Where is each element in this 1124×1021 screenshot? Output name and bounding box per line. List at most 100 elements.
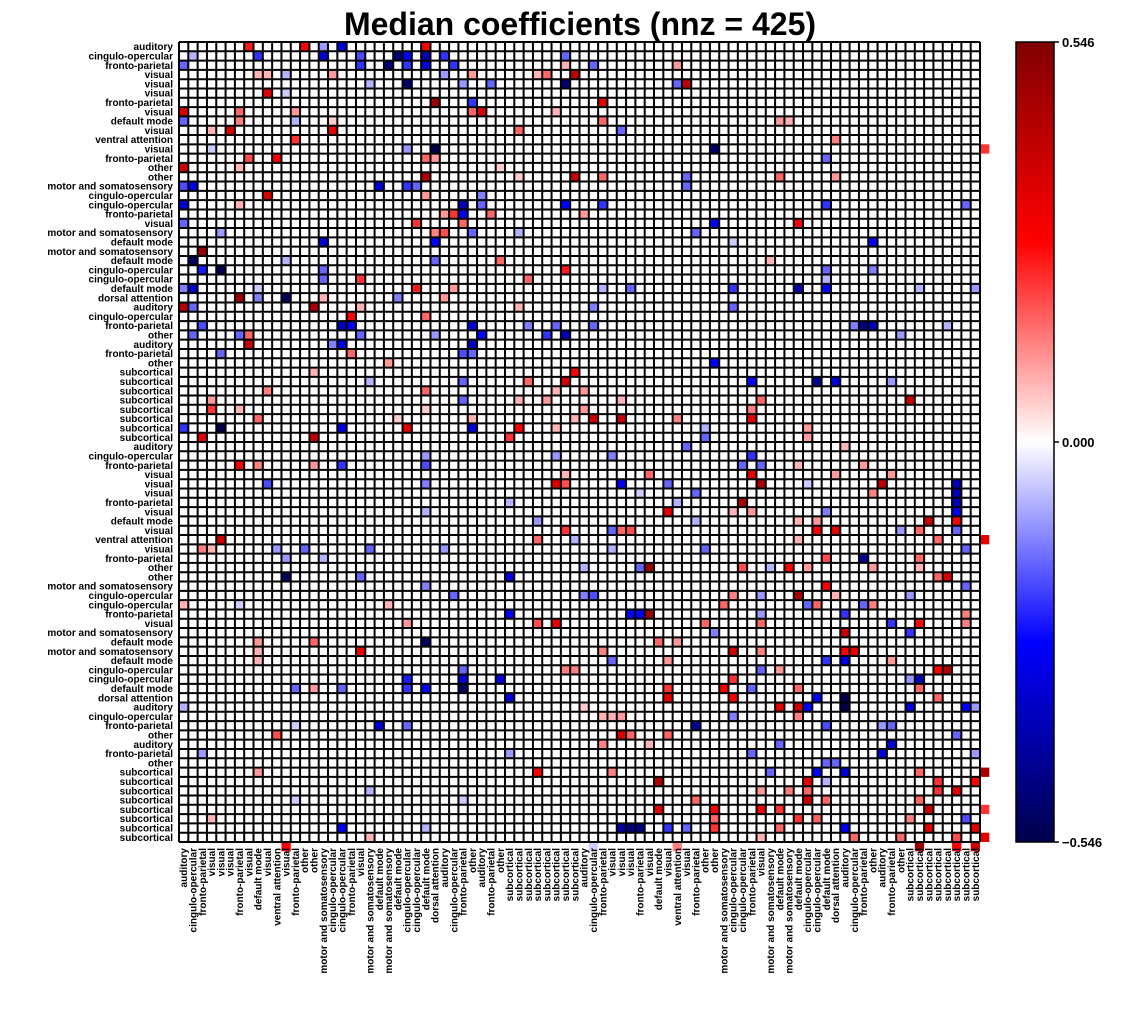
heatmap-cell	[784, 562, 794, 573]
heatmap-cell	[719, 600, 729, 610]
heatmap-cell	[486, 79, 496, 89]
heatmap-cell	[383, 358, 394, 368]
heatmap-cell	[626, 283, 636, 294]
heatmap-cell	[439, 544, 450, 554]
heatmap-cell	[868, 600, 878, 610]
row-label: auditory	[134, 42, 174, 53]
heatmap-cell	[206, 144, 217, 154]
heatmap-cell	[477, 200, 487, 210]
heatmap-cell	[290, 721, 301, 731]
heatmap-cell	[980, 767, 990, 777]
heatmap-cell	[616, 525, 627, 536]
row-label: cingulo-opercular	[89, 451, 174, 462]
heatmap-cell	[458, 665, 468, 675]
heatmap-cell	[402, 674, 412, 684]
heatmap-cell	[197, 265, 207, 275]
heatmap-cell	[821, 758, 831, 768]
heatmap-cell	[495, 255, 505, 266]
heatmap-cell	[616, 479, 627, 489]
heatmap-cell	[179, 302, 189, 312]
heatmap-cell	[663, 823, 673, 833]
heatmap-cell	[756, 590, 766, 601]
heatmap-cell	[933, 665, 943, 675]
heatmap-cell	[281, 572, 291, 582]
column-label: visual	[617, 848, 628, 877]
heatmap-cell	[821, 507, 831, 517]
heatmap-cell	[467, 339, 478, 349]
heatmap-cell	[933, 572, 943, 582]
heatmap-cell	[672, 637, 682, 647]
heatmap-cell	[337, 321, 347, 331]
heatmap-cell	[756, 804, 766, 815]
heatmap-cell	[514, 395, 524, 405]
heatmap-cell	[896, 330, 906, 340]
heatmap-cell	[514, 302, 524, 312]
row-label: cingulo-opercular	[89, 712, 174, 723]
heatmap-cell	[644, 739, 655, 749]
column-label: auditory	[179, 848, 190, 888]
heatmap-cell	[914, 618, 925, 629]
heatmap-cell	[793, 516, 804, 526]
heatmap-cell	[709, 804, 720, 815]
heatmap-cell	[728, 507, 738, 517]
row-label: visual	[145, 526, 174, 537]
heatmap-cell	[635, 823, 645, 833]
row-label: visual	[145, 507, 174, 518]
row-label: visual	[145, 79, 174, 90]
heatmap-cell	[318, 265, 329, 275]
heatmap-cell	[803, 423, 813, 433]
column-label: cingulo-opercular	[813, 848, 824, 933]
heatmap-cell	[588, 60, 599, 70]
heatmap-cell	[337, 423, 347, 433]
heatmap-cell	[812, 600, 822, 610]
column-label: fronto-parietal	[291, 848, 302, 916]
heatmap-cell	[905, 702, 915, 712]
heatmap-cell	[607, 767, 617, 777]
heatmap-cell	[830, 590, 841, 601]
heatmap-cell	[812, 525, 822, 536]
heatmap-cell	[449, 60, 459, 70]
heatmap-cell	[365, 786, 375, 796]
heatmap-cell	[253, 293, 263, 303]
row-label: cingulo-opercular	[89, 600, 174, 611]
column-label: motor and somatosensory	[319, 848, 330, 974]
heatmap-cell	[504, 572, 515, 582]
heatmap-cell	[439, 209, 450, 219]
row-label: cingulo-opercular	[89, 591, 174, 602]
column-label: cingulo-opercular	[729, 848, 740, 933]
heatmap-cell	[756, 395, 766, 405]
heatmap-cell	[355, 60, 366, 70]
row-label: fronto-parietal	[105, 154, 173, 165]
heatmap-cell	[737, 497, 748, 508]
row-label: other	[148, 331, 173, 342]
heatmap-cell	[365, 79, 375, 89]
heatmap-cell	[952, 488, 962, 498]
heatmap-cell	[216, 265, 226, 275]
column-label: auditory	[580, 848, 591, 888]
heatmap-cell	[952, 497, 962, 508]
heatmap-cell	[244, 42, 254, 52]
heatmap-cell	[616, 414, 627, 424]
heatmap-cell	[672, 842, 682, 852]
heatmap-cell	[560, 525, 571, 536]
heatmap-cell	[402, 79, 412, 89]
heatmap-cell	[933, 693, 943, 703]
heatmap-cell	[253, 637, 263, 647]
heatmap-cell	[253, 414, 263, 424]
heatmap-cell	[924, 516, 934, 526]
heatmap-cell	[644, 562, 655, 573]
heatmap-cell	[514, 423, 524, 433]
heatmap-cell	[672, 79, 682, 89]
heatmap-cell	[337, 42, 347, 52]
heatmap-cell	[179, 702, 189, 712]
heatmap-cell	[980, 832, 990, 842]
heatmap-cell	[579, 404, 589, 415]
heatmap-cell	[588, 414, 599, 424]
heatmap-cell	[626, 609, 636, 619]
column-label: cingulo-opercular	[412, 848, 423, 933]
heatmap-cell	[253, 767, 263, 777]
heatmap-cell	[952, 786, 962, 796]
row-label: subcortical	[120, 424, 174, 435]
heatmap-cell	[504, 748, 515, 759]
